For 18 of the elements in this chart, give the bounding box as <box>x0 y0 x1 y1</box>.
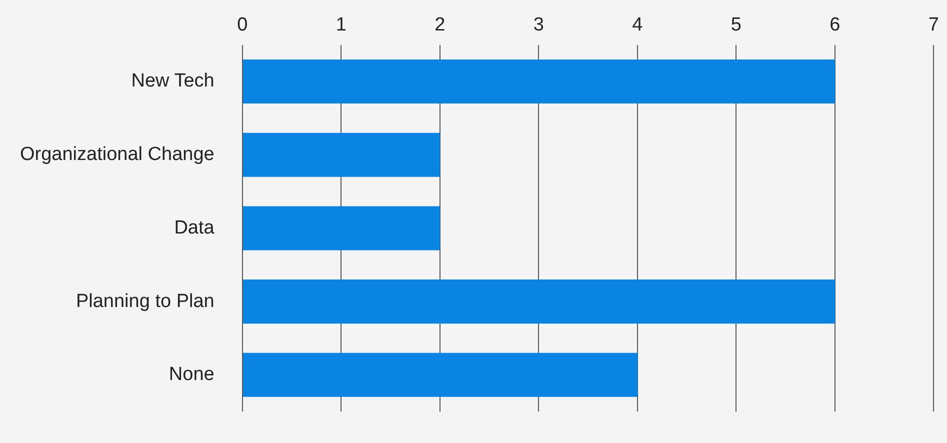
y-tick-label: Planning to Plan <box>76 290 214 312</box>
bar <box>242 352 638 397</box>
x-tick-label: 2 <box>434 14 446 36</box>
x-tick-label: 1 <box>336 14 346 36</box>
x-tick-label: 7 <box>928 14 940 36</box>
bar <box>242 206 440 250</box>
x-tick-label: 6 <box>830 14 840 36</box>
bar <box>242 59 835 104</box>
y-tick-label: Organizational Change <box>20 144 214 166</box>
y-tick-label: None <box>168 364 214 386</box>
x-tick-label: 0 <box>237 14 248 36</box>
x-tick-label: 3 <box>533 14 544 36</box>
bar <box>242 132 440 177</box>
x-tick-label: 5 <box>730 14 742 36</box>
y-tick-label: Data <box>174 217 215 238</box>
x-tick-label: 4 <box>632 14 644 36</box>
bar <box>242 280 835 324</box>
y-tick-label: New Tech <box>131 70 214 92</box>
